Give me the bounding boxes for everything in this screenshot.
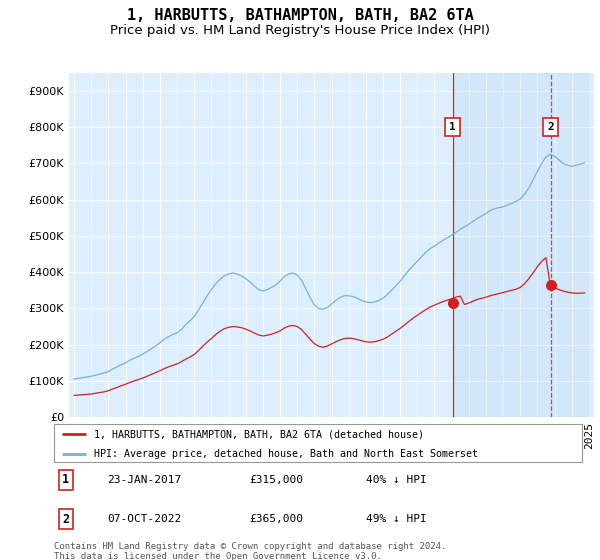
Text: 07-OCT-2022: 07-OCT-2022: [107, 514, 181, 524]
Text: 40% ↓ HPI: 40% ↓ HPI: [365, 475, 426, 485]
Text: 49% ↓ HPI: 49% ↓ HPI: [365, 514, 426, 524]
Text: 1: 1: [449, 122, 456, 132]
Text: 2: 2: [62, 513, 69, 526]
Text: 23-JAN-2017: 23-JAN-2017: [107, 475, 181, 485]
Bar: [452, 73, 589, 417]
Text: £315,000: £315,000: [250, 475, 304, 485]
Text: 1: 1: [62, 473, 69, 487]
Text: 1, HARBUTTS, BATHAMPTON, BATH, BA2 6TA: 1, HARBUTTS, BATHAMPTON, BATH, BA2 6TA: [127, 8, 473, 24]
Text: 1, HARBUTTS, BATHAMPTON, BATH, BA2 6TA (detached house): 1, HARBUTTS, BATHAMPTON, BATH, BA2 6TA (…: [94, 429, 424, 439]
Text: Contains HM Land Registry data © Crown copyright and database right 2024.
This d: Contains HM Land Registry data © Crown c…: [54, 542, 446, 560]
Text: £365,000: £365,000: [250, 514, 304, 524]
Text: HPI: Average price, detached house, Bath and North East Somerset: HPI: Average price, detached house, Bath…: [94, 449, 478, 459]
Text: 2: 2: [547, 122, 554, 132]
Text: Price paid vs. HM Land Registry's House Price Index (HPI): Price paid vs. HM Land Registry's House …: [110, 24, 490, 36]
